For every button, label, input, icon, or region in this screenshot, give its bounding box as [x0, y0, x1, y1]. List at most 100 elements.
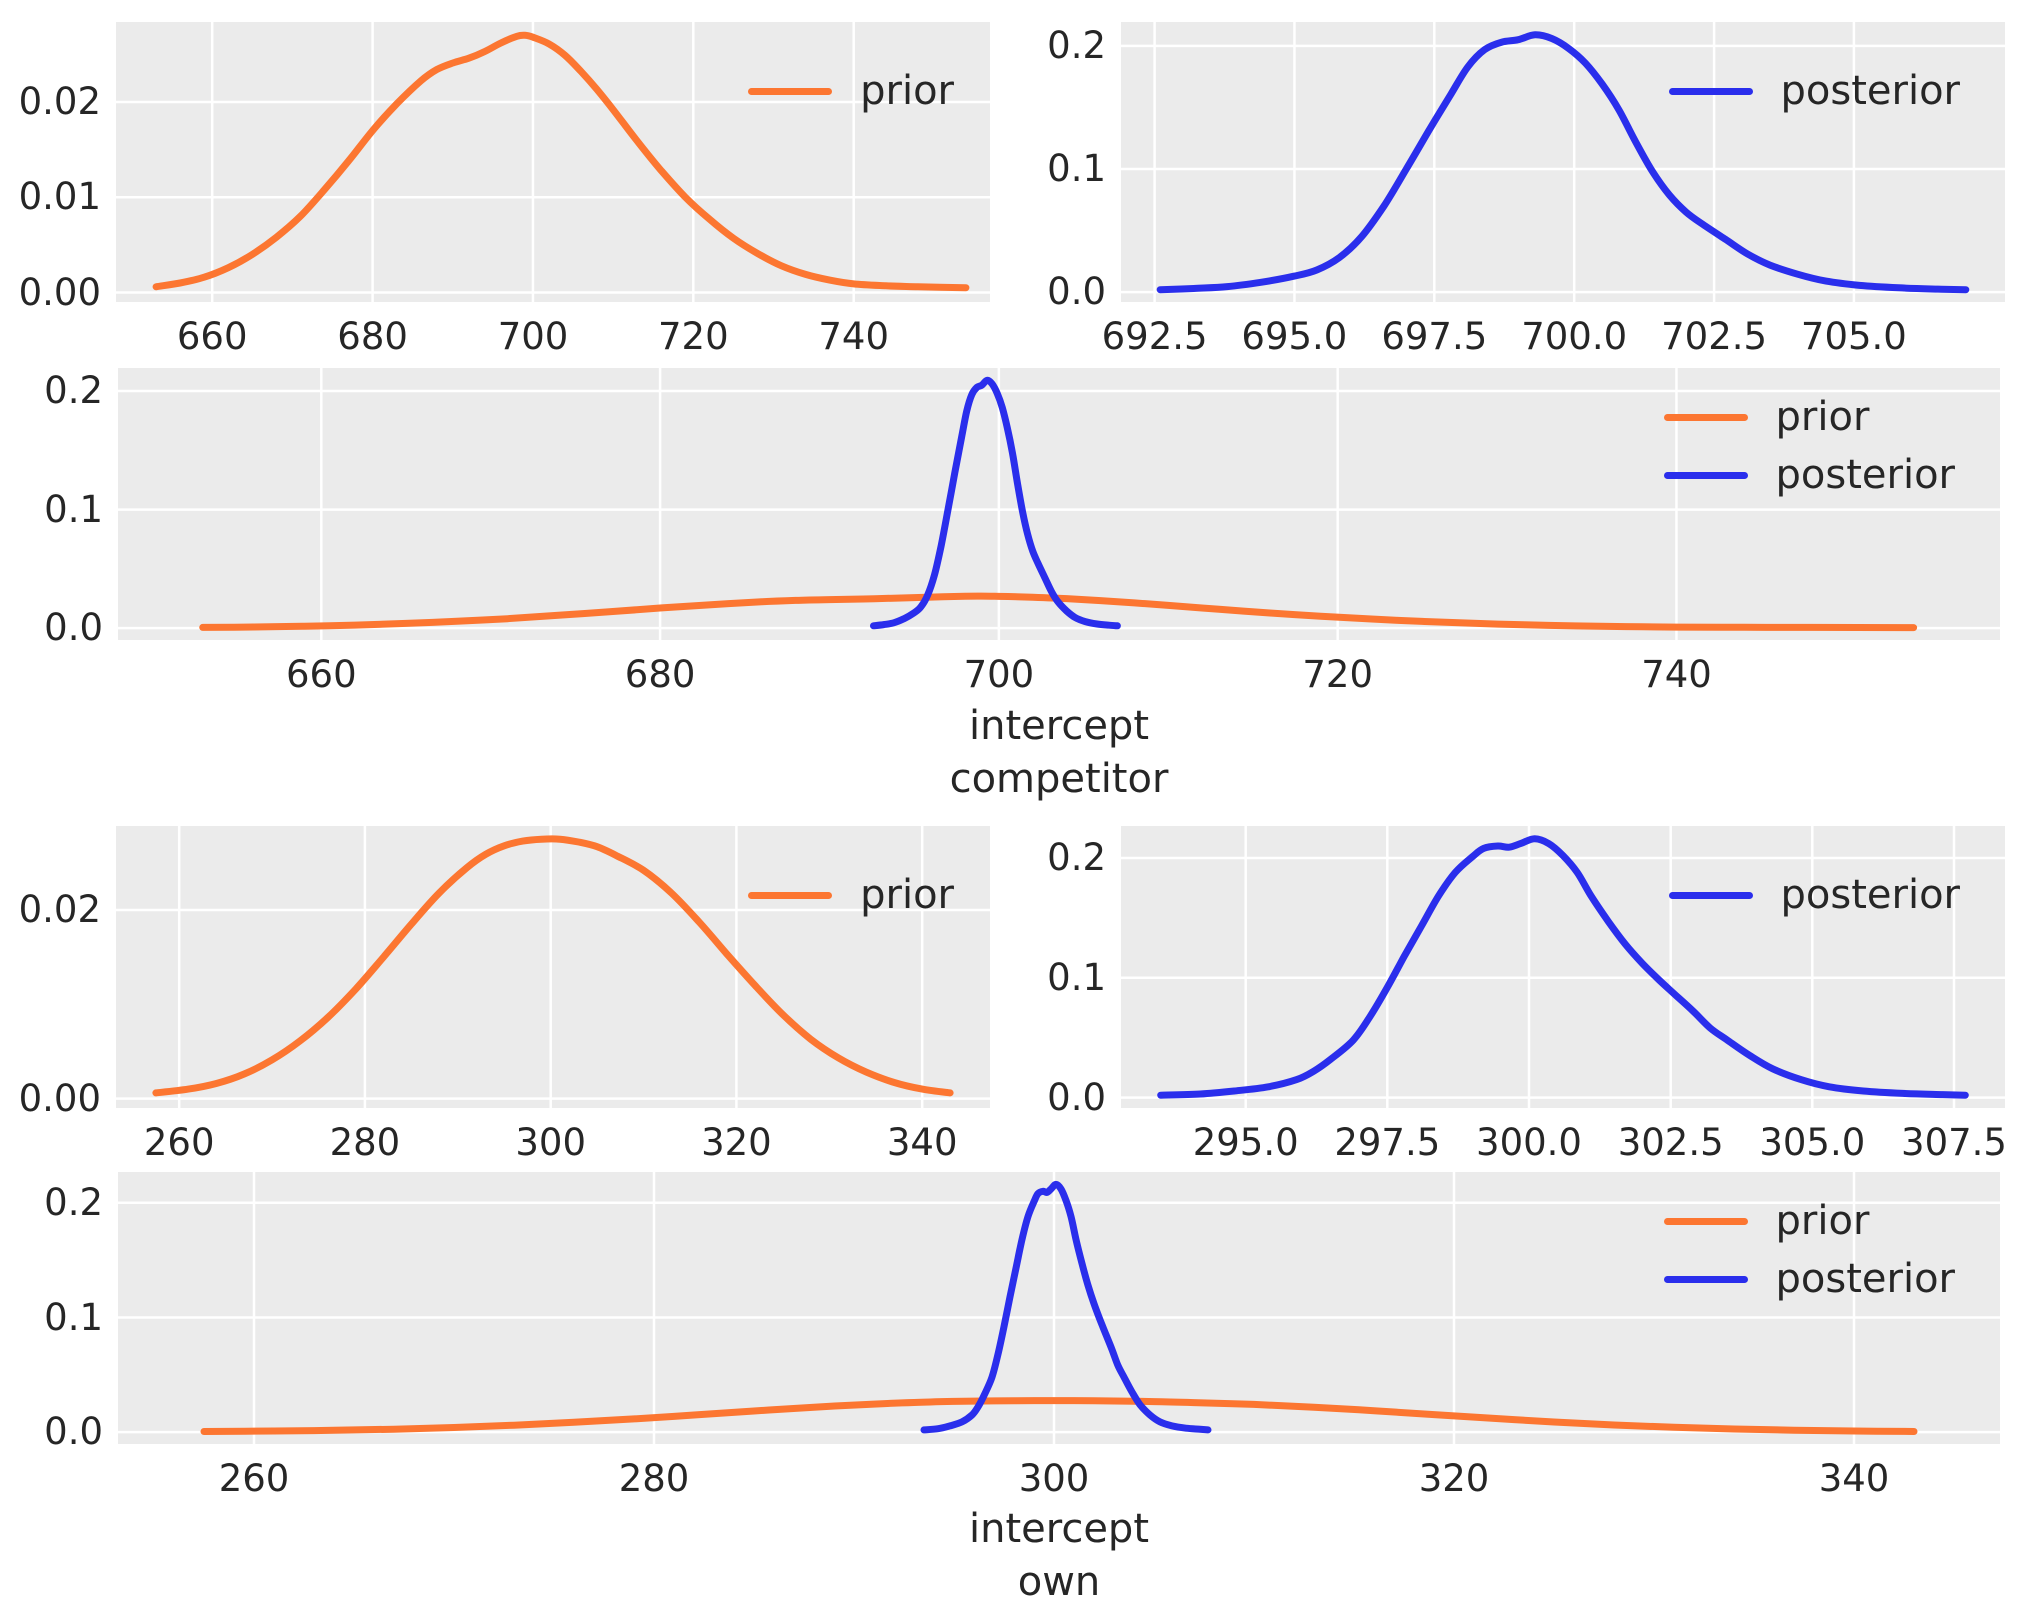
x-tick-label: 700.0 [1521, 315, 1628, 358]
x-tick-label: 660 [176, 315, 248, 358]
x-tick-label: 280 [618, 1457, 690, 1500]
xlabel-intercept-competitor: intercept competitor [659, 700, 1459, 806]
xlabel-line-2: own [1017, 1559, 1101, 1605]
legend-label: posterior [1780, 68, 1960, 114]
x-tick-label: 740 [1641, 653, 1712, 696]
legend-item-posterior: posterior [1663, 1250, 1955, 1308]
legend-label: posterior [1775, 452, 1955, 498]
xlabel-line-2: competitor [949, 756, 1169, 802]
x-tick-label: 700 [963, 653, 1035, 696]
legend-line-posterior-icon [1668, 87, 1753, 95]
curve-posterior [1156, 31, 1970, 294]
plot-area-combined-competitor [118, 368, 2000, 640]
y-tick-label: 0.1 [44, 1295, 103, 1339]
legend-line-posterior-icon [1668, 891, 1753, 899]
x-tick-label: 320 [1418, 1457, 1490, 1500]
curve-posterior [1157, 835, 1969, 1099]
legend-line-prior-icon [748, 891, 833, 899]
legend-item-posterior: posterior [1668, 62, 1960, 120]
plot-area-posterior-competitor [1121, 22, 2005, 302]
x-tick-label: 260 [143, 1121, 215, 1164]
xlabel-line-1: intercept [969, 1506, 1149, 1552]
subplot-combined-competitor: prior posterior [118, 368, 2000, 640]
curve-prior [152, 835, 954, 1097]
axes-background [1121, 826, 2005, 1108]
y-tick-label: 0.2 [44, 369, 103, 412]
x-tick-label: 695.0 [1241, 315, 1348, 358]
y-tick-label: 0.00 [18, 270, 101, 314]
legend-line-posterior-icon [1663, 1275, 1748, 1283]
x-tick-label: 720 [1302, 653, 1373, 696]
legend-item-posterior: posterior [1663, 446, 1955, 504]
y-tick-label: 0.2 [1047, 836, 1106, 879]
legend-line-prior-icon [1663, 1217, 1748, 1225]
x-tick-label: 702.5 [1661, 315, 1768, 358]
x-tick-label: 720 [657, 315, 729, 358]
y-tick-label: 0.0 [44, 606, 103, 650]
legend-item-prior: prior [748, 866, 954, 924]
legend-label: posterior [1775, 1256, 1955, 1302]
x-tick-label: 300 [1018, 1457, 1090, 1500]
y-tick-label: 0.2 [44, 1180, 103, 1224]
legend: prior posterior [1663, 388, 1955, 504]
y-tick-label: 0.01 [18, 175, 101, 219]
legend-line-prior-icon [1663, 413, 1748, 421]
x-tick-label: 320 [701, 1121, 772, 1164]
x-tick-label: 295.0 [1192, 1121, 1299, 1164]
curve-prior [200, 1397, 1918, 1435]
subplot-prior-own: prior [116, 826, 990, 1108]
x-tick-label: 660 [285, 653, 357, 696]
y-tick-label: 0.0 [44, 1410, 103, 1454]
legend-label: prior [1775, 1198, 1870, 1244]
y-tick-label: 0.00 [18, 1076, 101, 1120]
y-tick-label: 0.0 [1047, 270, 1106, 314]
y-tick-label: 0.02 [18, 80, 101, 123]
x-tick-label: 280 [329, 1121, 401, 1164]
legend: prior [748, 866, 954, 924]
axes-background [116, 22, 990, 302]
y-tick-label: 0.1 [1047, 955, 1106, 999]
subplot-prior-competitor: prior [116, 22, 990, 302]
curve-posterior [870, 376, 1121, 630]
legend-label: prior [1775, 394, 1870, 440]
subplot-posterior-own: posterior [1121, 826, 2005, 1108]
y-tick-label: 0.0 [1047, 1075, 1106, 1119]
y-tick-label: 0.2 [1047, 23, 1106, 67]
curve-prior [152, 31, 970, 292]
legend-label: prior [860, 872, 954, 918]
plot-area-prior-competitor [116, 22, 990, 302]
legend-item-prior: prior [1663, 388, 1955, 446]
subplot-combined-own: prior posterior [118, 1172, 2000, 1444]
x-tick-label: 300.0 [1476, 1121, 1582, 1164]
curve-prior [199, 592, 1918, 632]
legend-line-posterior-icon [1663, 471, 1748, 479]
x-tick-label: 302.5 [1617, 1121, 1724, 1164]
legend-label: posterior [1780, 872, 1960, 918]
curve-posterior [920, 1180, 1212, 1434]
legend: prior [748, 62, 954, 120]
y-tick-label: 0.02 [18, 887, 101, 931]
x-tick-label: 305.0 [1759, 1121, 1866, 1164]
subplot-posterior-competitor: posterior [1121, 22, 2005, 302]
x-tick-label: 340 [1818, 1457, 1890, 1500]
legend: prior posterior [1663, 1192, 1955, 1308]
x-tick-label: 340 [886, 1121, 958, 1164]
plot-area-prior-own [116, 826, 990, 1108]
x-tick-label: 680 [624, 653, 696, 696]
legend-label: prior [860, 68, 954, 114]
x-tick-label: 740 [818, 315, 889, 358]
x-tick-label: 697.5 [1381, 315, 1488, 358]
xlabel-intercept-own: intercept own [659, 1503, 1459, 1609]
axes-background [118, 368, 2000, 640]
y-tick-label: 0.1 [1047, 147, 1106, 190]
x-tick-label: 297.5 [1334, 1121, 1441, 1164]
axes-background [1121, 22, 2005, 302]
x-tick-label: 300 [515, 1121, 586, 1164]
legend-line-prior-icon [748, 87, 833, 95]
plot-area-posterior-own [1121, 826, 2005, 1108]
y-tick-label: 0.1 [44, 487, 103, 531]
x-tick-label: 692.5 [1101, 315, 1208, 358]
legend-item-prior: prior [748, 62, 954, 120]
x-tick-label: 307.5 [1901, 1121, 2007, 1164]
